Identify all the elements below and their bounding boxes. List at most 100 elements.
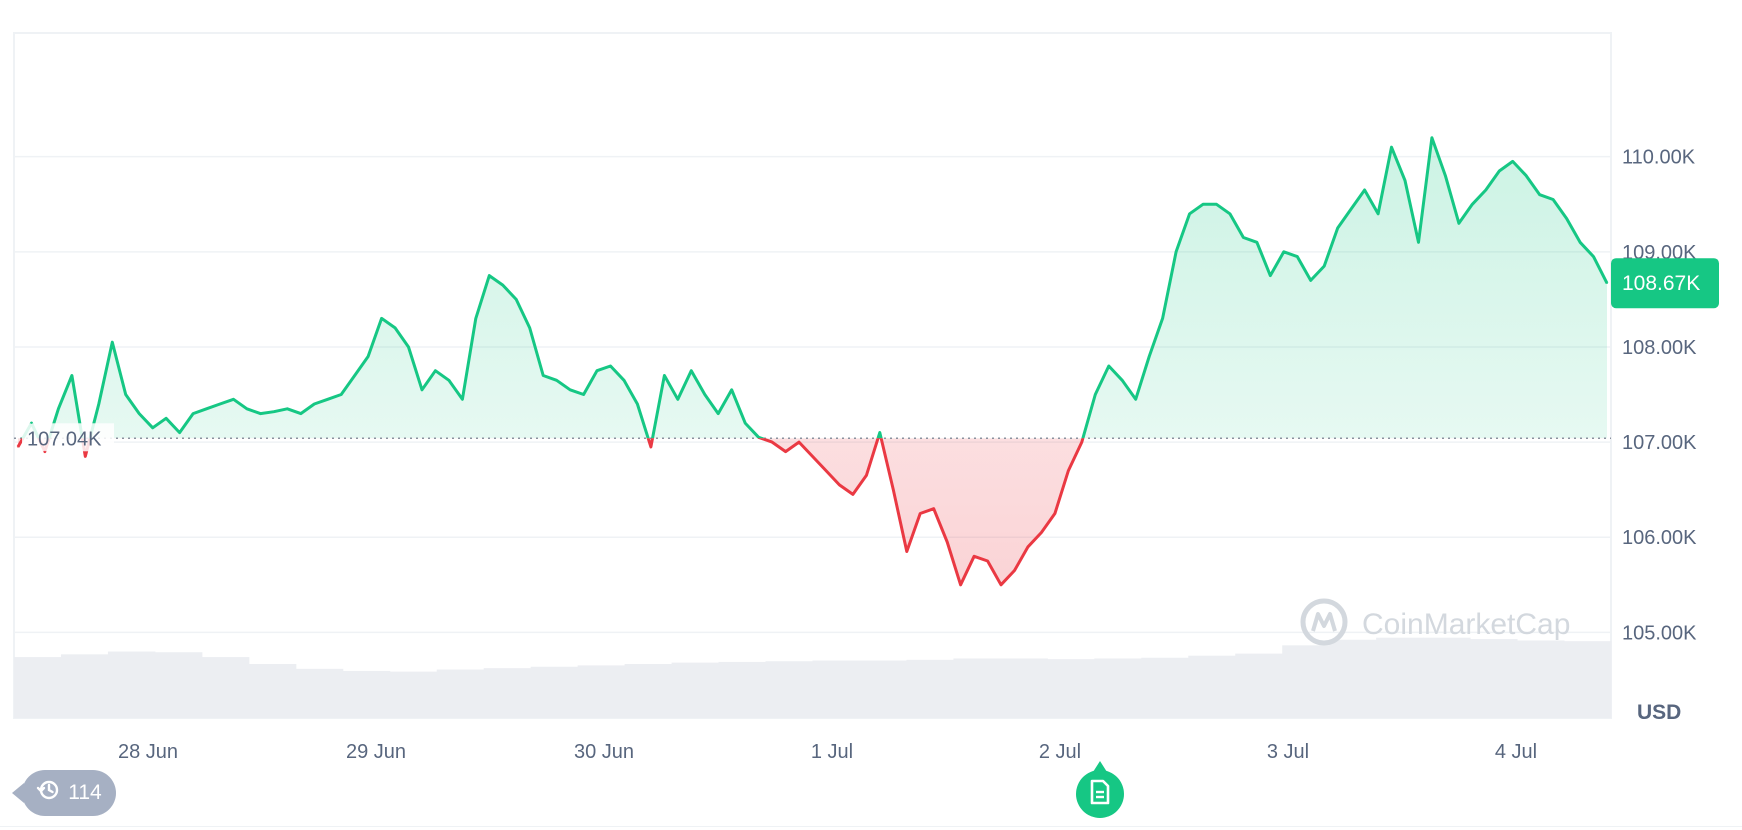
data-point <box>84 455 87 458</box>
volume-bar <box>1517 640 1565 718</box>
data-point <box>1175 251 1177 253</box>
x-tick-label: 4 Jul <box>1495 741 1537 763</box>
volume-bar <box>906 659 954 718</box>
history-count: 114 <box>68 781 102 804</box>
volume-bars <box>14 637 1612 718</box>
history-button[interactable]: 114 <box>12 770 116 816</box>
data-point <box>151 427 154 429</box>
current-price-text: 108.67K <box>1622 272 1700 295</box>
data-point <box>1202 203 1204 206</box>
data-point <box>1188 212 1191 215</box>
history-icon <box>36 778 60 808</box>
data-point <box>475 317 477 320</box>
data-point <box>1606 282 1608 285</box>
y-tick-label: 106.00K <box>1622 527 1697 549</box>
data-point <box>542 374 544 377</box>
data-point <box>326 398 329 401</box>
data-point <box>1444 174 1447 177</box>
document-icon <box>1089 779 1111 810</box>
data-point <box>165 417 167 420</box>
data-point <box>650 446 652 448</box>
data-point <box>353 374 356 377</box>
x-axis: 28 Jun 29 Jun 30 Jun 1 Jul 2 Jul 3 Jul 4 Jul <box>118 741 1537 763</box>
data-point <box>1498 170 1501 172</box>
data-point <box>367 355 369 358</box>
data-point <box>434 369 437 372</box>
volume-bar <box>765 661 813 718</box>
data-point <box>959 584 962 586</box>
data-point <box>515 298 518 301</box>
data-point <box>1323 265 1326 267</box>
data-point <box>717 412 720 415</box>
y-tick-label: 105.00K <box>1622 622 1697 644</box>
volume-bar <box>60 654 109 718</box>
data-point <box>232 398 235 401</box>
coinmarketcap-logo-icon <box>1300 598 1348 646</box>
data-point <box>1229 212 1231 215</box>
data-point <box>744 422 746 424</box>
data-point <box>946 541 948 543</box>
data-point <box>677 398 679 401</box>
data-point <box>1377 212 1379 215</box>
news-marker[interactable] <box>1076 761 1124 818</box>
data-point <box>299 412 302 415</box>
data-point <box>1013 569 1016 572</box>
data-point <box>932 507 935 510</box>
data-point <box>798 441 800 443</box>
data-point <box>407 346 410 348</box>
data-point <box>905 550 908 553</box>
data-point <box>1121 379 1124 382</box>
volume-bar <box>342 670 391 718</box>
volume-bar <box>483 668 532 718</box>
data-point <box>1107 365 1110 367</box>
data-point <box>528 327 531 329</box>
data-point <box>1511 160 1514 163</box>
volume-bar <box>436 669 485 718</box>
volume-bar <box>1094 658 1142 718</box>
price-line-up <box>21 136 1609 439</box>
data-point <box>1471 203 1474 206</box>
data-point <box>501 284 504 286</box>
volume-bar <box>671 662 720 718</box>
volume-bar <box>248 664 297 718</box>
data-point <box>1525 174 1528 177</box>
currency-unit: USD <box>1637 701 1681 724</box>
data-point <box>205 407 208 410</box>
watermark: CoinMarketCap <box>1300 598 1570 646</box>
reference-label: 107.04K <box>22 423 114 452</box>
series-line-up <box>21 136 1609 439</box>
data-point <box>973 555 975 558</box>
volume-bar <box>14 657 62 718</box>
data-point <box>1054 512 1056 515</box>
data-point <box>582 393 585 396</box>
data-point <box>1067 469 1070 472</box>
data-point <box>1417 241 1420 244</box>
data-point <box>448 379 450 382</box>
volume-bar <box>389 671 438 718</box>
data-point <box>865 474 868 477</box>
data-point <box>178 431 181 434</box>
data-point <box>192 412 194 415</box>
data-point <box>1458 222 1460 225</box>
x-tick-label: 3 Jul <box>1267 741 1309 763</box>
watermark-text: CoinMarketCap <box>1362 608 1570 641</box>
data-point <box>313 403 316 405</box>
data-point <box>1538 193 1541 196</box>
data-point <box>636 403 639 405</box>
data-point <box>394 327 396 329</box>
data-point <box>138 412 140 415</box>
data-point <box>30 422 33 424</box>
data-point <box>1431 136 1433 139</box>
volume-bar <box>812 660 860 718</box>
volume-bar <box>1564 641 1612 718</box>
data-point <box>1296 255 1299 258</box>
data-point <box>623 379 625 382</box>
data-point <box>97 403 100 405</box>
volume-bar <box>718 661 767 718</box>
x-tick-label: 30 Jun <box>574 741 634 763</box>
volume-bar <box>1470 639 1518 718</box>
volume-bar <box>154 652 203 718</box>
data-point <box>1000 584 1002 586</box>
data-point <box>1350 208 1352 210</box>
